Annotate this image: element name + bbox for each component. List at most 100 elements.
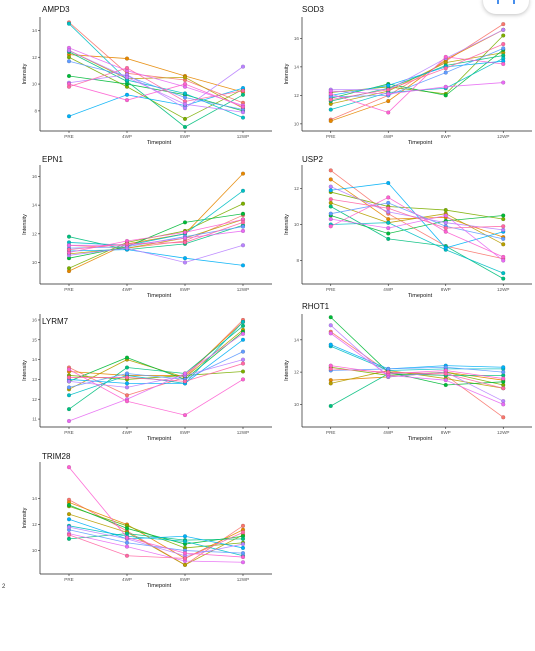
- x-tick-label: 4WP: [383, 430, 393, 435]
- data-point: [240, 243, 246, 248]
- data-point: [240, 560, 246, 565]
- y-tick-label: 12: [32, 231, 38, 236]
- series-line: [68, 529, 244, 554]
- data-point: [182, 91, 188, 96]
- y-tick-label: 11: [32, 417, 37, 422]
- data-point: [386, 231, 391, 236]
- x-tick-label: PRE: [64, 577, 73, 582]
- panel-trim28: TRIM28 10 12 14 PRE 4WP 8WP 12WP Timepoint Intens…: [22, 452, 272, 589]
- y-tick-label: 16: [32, 174, 38, 179]
- data-point: [124, 385, 130, 390]
- data-point: [328, 188, 333, 193]
- series-line: [68, 333, 244, 422]
- series-line: [68, 75, 244, 112]
- x-tick-label: 8WP: [441, 430, 451, 435]
- series-line: [68, 221, 244, 250]
- x-tick-label: PRE: [64, 430, 73, 435]
- x-tick-label: 4WP: [122, 577, 132, 582]
- data-point: [501, 376, 506, 381]
- x-axis-label: Timepoint: [147, 583, 172, 589]
- data-point: [328, 403, 333, 409]
- y-tick-label: 12: [294, 370, 300, 375]
- data-point: [240, 188, 246, 193]
- series-line: [68, 87, 244, 117]
- data-point: [501, 22, 506, 27]
- data-point: [124, 56, 130, 61]
- data-point: [182, 413, 188, 418]
- x-axis-label: Timepoint: [408, 293, 433, 299]
- series-line: [68, 173, 244, 272]
- series-line: [68, 219, 244, 253]
- data-point: [386, 110, 391, 115]
- data-point: [66, 419, 72, 424]
- series-line: [68, 190, 244, 246]
- expand-button[interactable]: [483, 0, 529, 14]
- data-point: [386, 83, 391, 88]
- panel-title: RHOT1: [302, 302, 330, 311]
- data-point: [328, 118, 333, 124]
- data-point: [386, 236, 391, 241]
- data-point: [240, 357, 246, 362]
- series-line: [68, 325, 244, 410]
- data-point: [501, 276, 506, 281]
- data-point: [124, 355, 130, 360]
- y-tick-label: 14: [32, 203, 38, 208]
- series-line: [68, 331, 244, 382]
- y-tick-label: 14: [32, 496, 38, 501]
- x-tick-label: PRE: [326, 430, 335, 435]
- y-axis-label: Intensity: [284, 63, 290, 84]
- data-point: [66, 84, 72, 89]
- data-point: [240, 64, 246, 69]
- y-tick-label: 14: [32, 357, 38, 362]
- data-point: [443, 229, 448, 234]
- series-line: [330, 49, 504, 99]
- series-line: [68, 369, 244, 416]
- x-tick-label: 4WP: [383, 287, 393, 292]
- y-tick-label: 13: [32, 377, 38, 382]
- data-point: [328, 168, 333, 173]
- series-line: [68, 359, 244, 388]
- data-point: [182, 75, 188, 80]
- series-line: [68, 224, 244, 250]
- data-point: [182, 220, 188, 225]
- x-tick-label: PRE: [64, 134, 73, 139]
- data-point: [182, 379, 188, 384]
- data-point: [328, 200, 333, 205]
- data-point: [328, 197, 333, 202]
- data-point: [182, 95, 188, 100]
- y-tick-label: 12: [32, 55, 38, 60]
- data-point: [124, 526, 130, 531]
- series-line: [330, 215, 504, 261]
- data-point: [66, 379, 72, 384]
- data-point: [124, 544, 130, 549]
- data-point: [240, 349, 246, 354]
- data-point: [328, 97, 333, 102]
- x-tick-label: PRE: [64, 287, 73, 292]
- data-point: [501, 227, 506, 232]
- data-point: [501, 402, 506, 407]
- data-point: [443, 54, 448, 59]
- data-point: [240, 115, 246, 120]
- series-line: [330, 344, 504, 370]
- data-point: [501, 415, 506, 420]
- series-line: [68, 56, 244, 120]
- x-tick-label: 12WP: [237, 577, 250, 582]
- series-line: [330, 366, 504, 386]
- data-point: [240, 369, 246, 374]
- series-line: [68, 351, 244, 388]
- data-point: [66, 55, 72, 60]
- data-point: [328, 342, 333, 347]
- data-point: [443, 66, 448, 71]
- data-point: [66, 465, 72, 470]
- data-point: [66, 532, 72, 537]
- series-line: [68, 66, 244, 109]
- data-point: [328, 204, 333, 209]
- x-tick-label: 8WP: [180, 287, 190, 292]
- data-point: [240, 523, 246, 528]
- y-tick-label: 10: [32, 82, 38, 87]
- data-point: [501, 80, 506, 85]
- y-tick-label: 16: [32, 318, 38, 323]
- x-tick-label: 12WP: [497, 287, 510, 292]
- data-point: [240, 211, 246, 216]
- series-line: [68, 213, 244, 259]
